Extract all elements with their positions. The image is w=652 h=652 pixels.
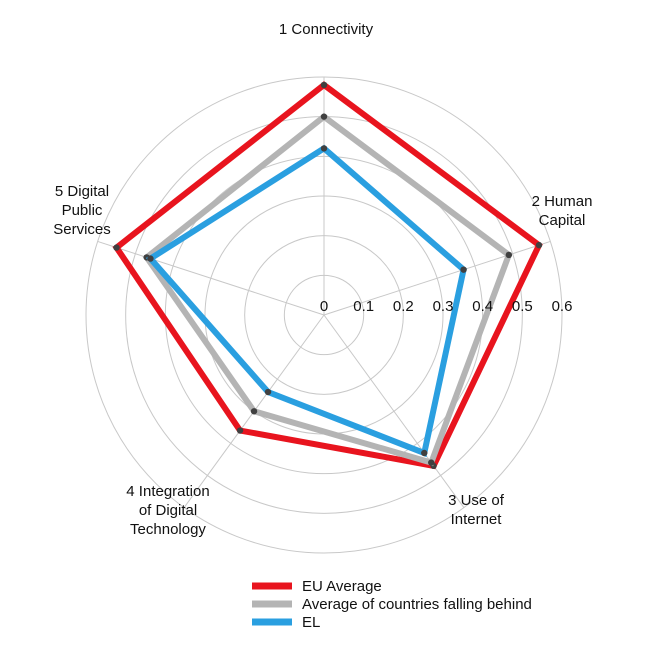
data-point xyxy=(505,251,513,259)
series-line xyxy=(112,81,543,470)
data-point xyxy=(428,459,435,466)
tick-label: 0.4 xyxy=(472,298,493,315)
series-line xyxy=(142,112,513,467)
axis-label: 3 Use of Internet xyxy=(448,492,505,528)
legend-item: EL xyxy=(252,614,320,631)
tick-label: 0.5 xyxy=(512,298,533,315)
data-point xyxy=(320,81,328,89)
tick-label: 0.1 xyxy=(353,298,374,315)
data-point xyxy=(147,255,154,262)
data-point xyxy=(535,241,543,249)
series-group xyxy=(112,81,543,470)
axis-label: 5 Digital Public Services xyxy=(53,183,111,238)
data-point xyxy=(113,244,120,251)
legend-label: EU Average xyxy=(302,578,382,595)
axis-label: 2 Human Capital xyxy=(532,193,593,229)
data-point xyxy=(320,145,328,152)
labels: 0 0.1 0.2 0.3 0.4 0.5 0.6 1 Connectivity 2 Human… xyxy=(53,21,592,538)
data-point xyxy=(320,113,328,120)
series-line xyxy=(145,144,467,458)
spoke-line xyxy=(323,314,465,508)
tick-label: 0.6 xyxy=(552,298,573,315)
legend-item: EU Average xyxy=(252,578,382,595)
spoke-line xyxy=(323,240,551,316)
legend-item: Average of countries falling behind xyxy=(252,596,532,613)
series-1 xyxy=(142,112,513,467)
tick-label: 0 xyxy=(320,298,328,315)
data-point xyxy=(460,266,467,273)
spoke-line xyxy=(97,240,325,316)
data-point xyxy=(264,388,272,396)
data-point xyxy=(236,427,244,434)
data-point xyxy=(421,449,428,457)
axis-label: 1 Connectivity xyxy=(279,21,374,38)
data-point xyxy=(250,408,258,415)
axis-label: 4 Integration of Digital Technology xyxy=(126,483,209,538)
series-2 xyxy=(145,144,467,458)
tick-label: 0.3 xyxy=(433,298,454,315)
tick-label: 0.2 xyxy=(393,298,414,315)
series-0 xyxy=(112,81,543,470)
legend-label: EL xyxy=(302,614,320,631)
legend-label: Average of countries falling behind xyxy=(302,596,532,613)
